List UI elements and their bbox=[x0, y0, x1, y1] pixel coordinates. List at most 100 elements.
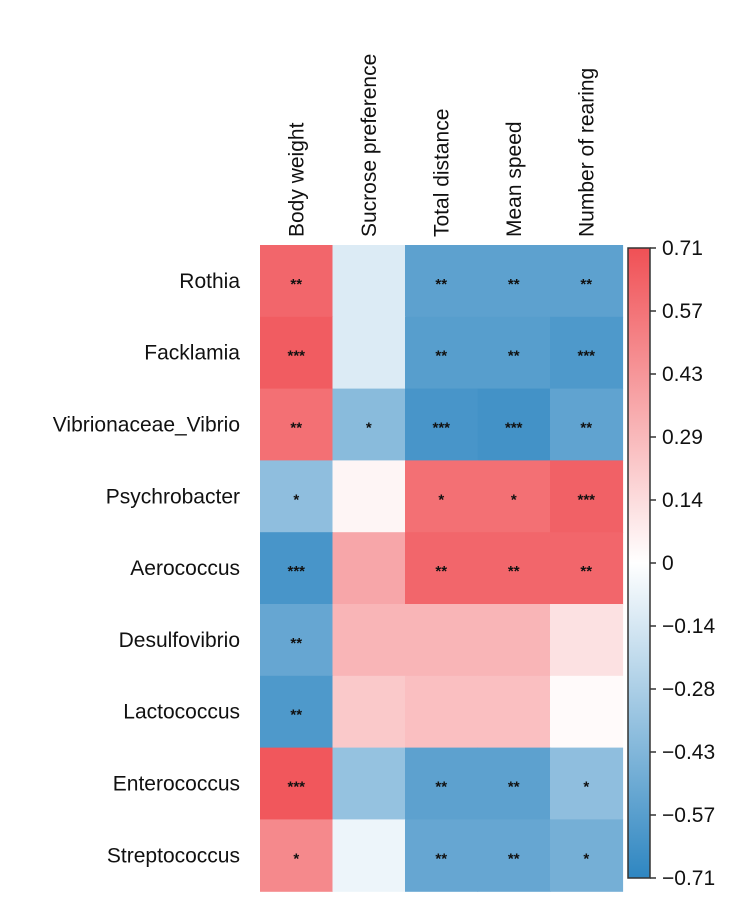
heatmap-cell bbox=[332, 532, 406, 605]
colorbar-tick-label: 0.29 bbox=[662, 426, 703, 449]
column-label: Mean speed bbox=[503, 121, 526, 237]
significance-marker: * bbox=[511, 491, 517, 508]
column-labels: Body weight Sucrose preference Total dista… bbox=[285, 54, 598, 237]
significance-marker: *** bbox=[287, 348, 305, 365]
heatmap-cell bbox=[477, 245, 551, 318]
significance-marker: *** bbox=[577, 491, 595, 508]
row-label: Aerococcus bbox=[130, 557, 240, 580]
heatmap-cell bbox=[405, 316, 479, 390]
heatmap-cell bbox=[477, 819, 551, 892]
heatmap-cell bbox=[405, 460, 479, 533]
heatmap-cell bbox=[477, 460, 551, 533]
heatmap-cell bbox=[550, 245, 624, 318]
colorbar-tick-label: 0 bbox=[662, 552, 674, 575]
significance-marker: * bbox=[583, 850, 589, 867]
significance-marker: * bbox=[438, 491, 444, 508]
heatmap-cell bbox=[550, 604, 624, 677]
column-label: Number of rearing bbox=[575, 68, 598, 237]
heatmap-cell bbox=[405, 532, 479, 605]
colorbar-tick-label: 0.71 bbox=[662, 237, 703, 260]
significance-marker: ** bbox=[508, 850, 520, 867]
heatmap-cell bbox=[260, 460, 334, 533]
significance-marker: ** bbox=[435, 850, 447, 867]
row-label: Desulfovibrio bbox=[119, 629, 240, 652]
heatmap-cell bbox=[550, 675, 624, 749]
heatmap-cell bbox=[260, 604, 334, 677]
significance-marker: ** bbox=[580, 563, 592, 580]
heatmap-cell bbox=[405, 388, 479, 461]
colorbar-tick-label: −0.57 bbox=[662, 804, 715, 827]
significance-marker: ** bbox=[435, 348, 447, 365]
significance-marker: ** bbox=[290, 276, 302, 293]
heatmap-cells bbox=[260, 245, 624, 892]
colorbar-tick-label: 0.14 bbox=[662, 489, 703, 512]
heatmap-cell bbox=[260, 245, 334, 318]
heatmap-cell bbox=[477, 316, 551, 390]
significance-marker: ** bbox=[508, 779, 520, 796]
heatmap-cell bbox=[550, 388, 624, 461]
column-label: Total distance bbox=[430, 109, 453, 237]
heatmap-cell bbox=[260, 819, 334, 892]
significance-marker: *** bbox=[505, 420, 523, 437]
colorbar-tick-label: 0.57 bbox=[662, 300, 703, 323]
heatmap-cell bbox=[477, 675, 551, 749]
heatmap-cell bbox=[260, 316, 334, 390]
column-label: Body weight bbox=[285, 122, 308, 237]
significance-markers: ** ** ** ***** ** ** ***** * *** *** *** * * ****** **… bbox=[287, 276, 595, 867]
colorbar-tick-label: −0.14 bbox=[662, 615, 715, 638]
heatmap-cell bbox=[405, 604, 479, 677]
significance-marker: * bbox=[293, 850, 299, 867]
significance-marker: ** bbox=[290, 707, 302, 724]
significance-marker: ** bbox=[435, 779, 447, 796]
heatmap-cell bbox=[550, 747, 624, 820]
significance-marker: *** bbox=[432, 420, 450, 437]
significance-marker: ** bbox=[580, 276, 592, 293]
heatmap-cell bbox=[332, 316, 406, 390]
significance-marker: *** bbox=[577, 348, 595, 365]
row-label: Vibrionaceae_Vibrio bbox=[53, 414, 240, 437]
significance-marker: *** bbox=[287, 779, 305, 796]
column-label: Sucrose preference bbox=[358, 54, 381, 237]
significance-marker: ** bbox=[508, 563, 520, 580]
heatmap-cell bbox=[405, 245, 479, 318]
heatmap-cell bbox=[477, 532, 551, 605]
heatmap-cell bbox=[332, 460, 406, 533]
heatmap-cell bbox=[477, 747, 551, 820]
significance-marker: *** bbox=[287, 563, 305, 580]
heatmap-cell bbox=[260, 747, 334, 820]
heatmap-cell bbox=[477, 388, 551, 461]
heatmap-cell bbox=[332, 675, 406, 749]
heatmap-cell bbox=[405, 747, 479, 820]
heatmap-cell bbox=[332, 604, 406, 677]
heatmap-cell bbox=[405, 675, 479, 749]
heatmap-cell bbox=[550, 460, 624, 533]
heatmap-cell bbox=[405, 819, 479, 892]
heatmap-cell bbox=[260, 388, 334, 461]
significance-marker: ** bbox=[290, 420, 302, 437]
row-label: Lactococcus bbox=[123, 701, 240, 724]
significance-marker: * bbox=[583, 779, 589, 796]
heatmap-cell bbox=[550, 532, 624, 605]
colorbar-gradient bbox=[627, 247, 651, 879]
significance-marker: ** bbox=[580, 420, 592, 437]
colorbar: 0.71 0.57 0.43 0.29 0.14 0 −0.14 −0.28 −0.43 −0.5… bbox=[627, 237, 715, 890]
row-label: Facklamia bbox=[144, 342, 240, 365]
colorbar-tick-label: −0.71 bbox=[662, 867, 715, 890]
significance-marker: * bbox=[293, 491, 299, 508]
significance-marker: ** bbox=[435, 276, 447, 293]
row-label: Psychrobacter bbox=[106, 485, 240, 508]
heatmap-cell bbox=[332, 245, 406, 318]
colorbar-tick-label: −0.43 bbox=[662, 741, 715, 764]
colorbar-tick-label: −0.28 bbox=[662, 678, 715, 701]
colorbar-tick-label: 0.43 bbox=[662, 363, 703, 386]
significance-marker: ** bbox=[508, 348, 520, 365]
row-label: Enterococcus bbox=[113, 773, 240, 796]
heatmap-cell bbox=[260, 675, 334, 749]
row-labels: Rothia Facklamia Vibrionaceae_Vibrio Psychr… bbox=[53, 270, 241, 867]
heatmap-cell bbox=[332, 819, 406, 892]
heatmap-cell bbox=[550, 316, 624, 390]
heatmap-cell bbox=[332, 747, 406, 820]
heatmap-cell bbox=[332, 388, 406, 461]
heatmap-cell bbox=[550, 819, 624, 892]
